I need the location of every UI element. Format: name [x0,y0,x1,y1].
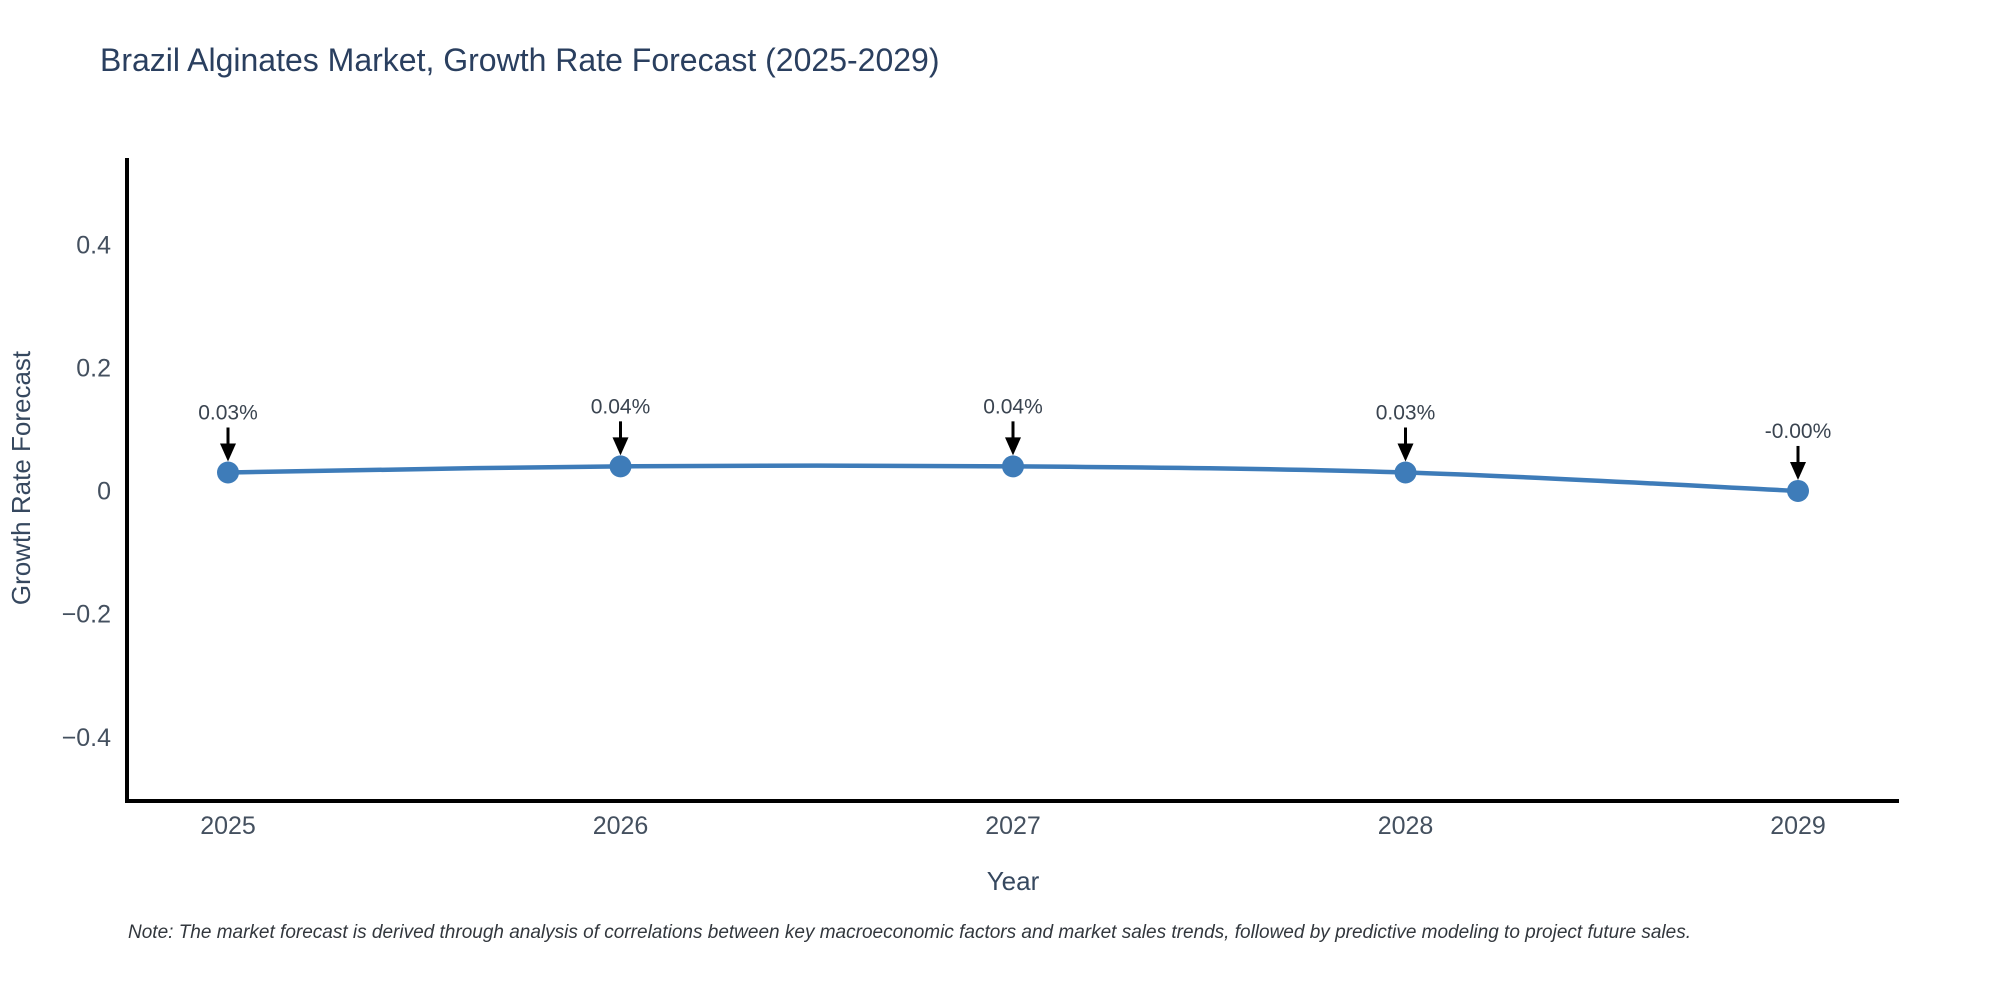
annotation-arrowhead-icon [1397,443,1414,462]
x-tick-label: 2029 [1770,812,1826,840]
footnote: Note: The market forecast is derived thr… [128,922,1691,943]
y-axis-title: Growth Rate Forecast [6,350,36,605]
x-tick-label: 2027 [985,812,1041,840]
data-point[interactable] [217,461,239,484]
x-tick-label: 2025 [200,812,256,840]
y-tick-labels: 0.4 0.2 0 −0.2 −0.4 [62,232,111,752]
data-points [217,455,1809,502]
x-tick-label: 2028 [1378,812,1434,840]
annotation-arrowhead-icon [220,443,236,462]
x-tick-label: 2026 [593,812,649,840]
chart-title: Brazil Alginates Market, Growth Rate For… [100,42,939,78]
annotation-label: 0.03% [1376,402,1436,425]
x-tick-labels: 2025 2026 2027 2028 2029 [200,812,1826,840]
data-point[interactable] [1002,455,1024,478]
x-axis-title: Year [987,866,1040,896]
annotation-label: 0.04% [983,395,1043,418]
y-tick-label: 0.2 [76,355,111,383]
annotation-label: -0.00% [1765,420,1832,443]
annotation-arrowhead-icon [1005,437,1021,456]
data-point[interactable] [609,455,632,478]
annotation-label: 0.04% [591,395,651,418]
y-tick-label: 0 [97,478,111,506]
point-annotations: 0.03% 0.04% 0.04% 0.03% -0.00% [198,395,1831,480]
y-tick-label: 0.4 [76,232,111,260]
y-tick-label: −0.2 [62,601,111,629]
annotation-arrowhead-icon [612,437,629,456]
y-tick-label: −0.4 [62,724,111,752]
annotation-arrowhead-icon [1790,461,1806,480]
annotation-label: 0.03% [198,402,258,425]
data-point[interactable] [1787,479,1809,502]
data-point[interactable] [1394,461,1417,484]
